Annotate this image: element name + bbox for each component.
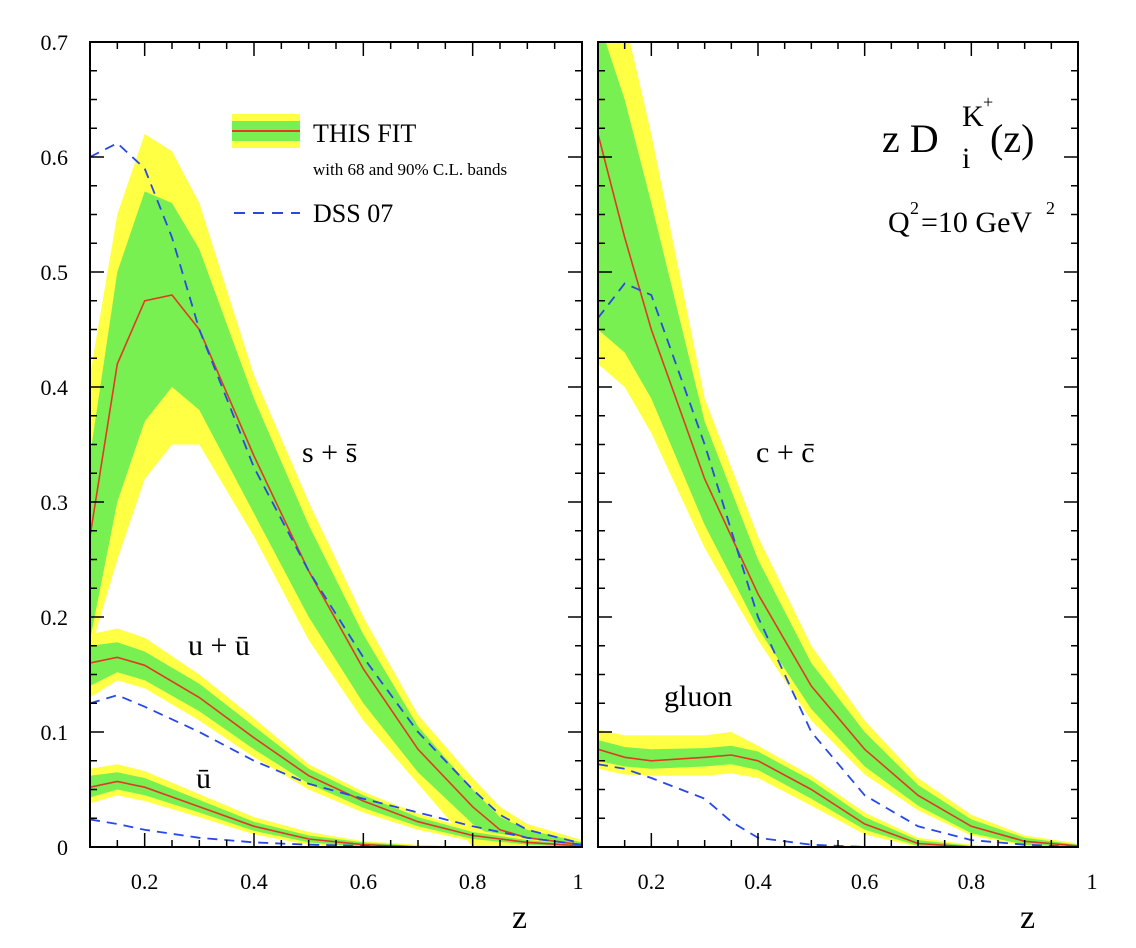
right-series-0-band68 bbox=[598, 42, 1078, 847]
left-panel: 0.2 0.4 0.6 0.8 1 0 0.1 0.2 0.3 0.4 0.5 0.6 0.7 bbox=[41, 30, 584, 894]
left-y-tick-label: 0.5 bbox=[41, 260, 69, 285]
q2-label-sup2: 2 bbox=[1046, 198, 1055, 218]
right-x-tick-label: 0.4 bbox=[744, 869, 772, 894]
annotation-ubar: ū bbox=[196, 762, 211, 795]
left-x-axis-title: z bbox=[512, 899, 527, 936]
panel-title: z D i K + (z) bbox=[882, 92, 1034, 175]
annotation-gluon: gluon bbox=[664, 680, 732, 713]
q2-label: Q 2 =10 GeV 2 bbox=[888, 198, 1055, 239]
left-x-tick-label: 0.6 bbox=[350, 869, 378, 894]
panel-title-tail: (z) bbox=[990, 116, 1034, 161]
right-panel: 0.2 0.4 0.6 0.8 1 bbox=[597, 41, 1098, 894]
left-y-tick-label: 0.4 bbox=[41, 375, 69, 400]
left-x-tick-label: 0.4 bbox=[240, 869, 268, 894]
panel-title-sup2: + bbox=[983, 92, 993, 112]
right-series-1-fit-line bbox=[598, 748, 1078, 847]
annotation-s-sbar: s + s̄ bbox=[302, 436, 357, 469]
q2-label-b: =10 GeV bbox=[921, 206, 1032, 239]
left-y-tick-label: 0.2 bbox=[41, 605, 69, 630]
right-series-0-dss-line bbox=[598, 282, 1078, 847]
left-series-0-band68 bbox=[90, 191, 582, 847]
left-y-tick-label: 0.1 bbox=[41, 720, 69, 745]
right-x-tick-label: 1 bbox=[1087, 869, 1098, 894]
right-x-tick-label: 0.6 bbox=[851, 869, 879, 894]
annotation-c-cbar: c + c̄ bbox=[756, 436, 815, 469]
q2-label-sup: 2 bbox=[910, 198, 919, 218]
right-x-axis-title: z bbox=[1020, 899, 1035, 936]
panel-title-sup: K bbox=[962, 100, 984, 133]
left-y-tick-label: 0.6 bbox=[41, 145, 69, 170]
annotation-u-ubar: u + ū bbox=[188, 629, 250, 662]
right-series-1-band68 bbox=[598, 740, 1078, 847]
left-series-1-dss-line bbox=[90, 694, 582, 846]
legend: THIS FIT with 68 and 90% C.L. bands DSS … bbox=[232, 114, 507, 228]
right-series-0-fit-line bbox=[598, 133, 1078, 847]
legend-fit-label: THIS FIT bbox=[313, 119, 416, 148]
right-x-tick-label: 0.2 bbox=[638, 869, 666, 894]
left-series-1-fit-line bbox=[90, 656, 582, 847]
left-series-2-band68 bbox=[90, 772, 582, 847]
left-x-tick-label: 1 bbox=[573, 869, 584, 894]
left-y-tick-label: 0 bbox=[57, 835, 68, 860]
right-x-tick-label: 0.8 bbox=[958, 869, 986, 894]
legend-fit-sublabel: with 68 and 90% C.L. bands bbox=[313, 160, 507, 179]
left-y-tick-label: 0.7 bbox=[41, 30, 69, 55]
left-x-tick-label: 0.2 bbox=[131, 869, 159, 894]
panel-title-sub: i bbox=[962, 142, 970, 175]
legend-dss-label: DSS 07 bbox=[313, 199, 393, 228]
left-x-tick-label: 0.8 bbox=[459, 869, 487, 894]
q2-label-a: Q bbox=[888, 206, 910, 239]
left-series-1-band68 bbox=[90, 642, 582, 847]
left-series-0-fit-line bbox=[90, 294, 582, 846]
left-plot-area bbox=[90, 134, 582, 847]
left-y-tick-label: 0.3 bbox=[41, 490, 69, 515]
left-series-2-fit-line bbox=[90, 780, 582, 847]
panel-title-main: z D bbox=[882, 116, 939, 161]
